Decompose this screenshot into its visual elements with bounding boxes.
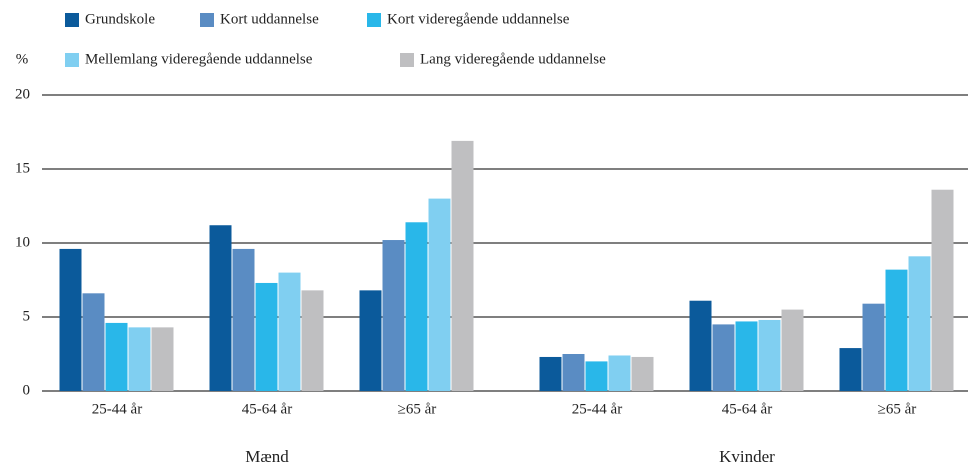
bar: [59, 248, 82, 391]
bar: [128, 327, 151, 391]
legend-swatch: [400, 53, 414, 67]
bar: [209, 225, 232, 391]
bar: [562, 354, 585, 391]
bar: [105, 322, 128, 391]
legend-swatch: [65, 53, 79, 67]
y-tick-label: 10: [15, 234, 30, 250]
group-label: Kvinder: [719, 447, 775, 466]
bar: [301, 290, 324, 391]
bar: [405, 222, 428, 391]
legend-label: Kort videregående uddannelse: [387, 11, 570, 27]
bar: [689, 300, 712, 391]
bar: [585, 361, 608, 391]
y-axis-label: %: [16, 51, 29, 67]
bar: [451, 140, 474, 391]
bar: [758, 319, 781, 391]
bar: [781, 309, 804, 391]
legend-label: Kort uddannelse: [220, 11, 319, 27]
x-tick-label: 45-64 år: [722, 401, 772, 417]
x-tick-label: 45-64 år: [242, 401, 292, 417]
bar: [839, 348, 862, 391]
bar: [735, 321, 758, 391]
bar: [255, 282, 278, 391]
bar: [82, 293, 105, 391]
bar: [359, 290, 382, 391]
legend-swatch: [367, 13, 381, 27]
y-tick-label: 5: [23, 308, 31, 324]
bar: [931, 189, 954, 391]
bar: [885, 269, 908, 391]
x-tick-label: ≥65 år: [878, 401, 917, 417]
bar: [232, 248, 255, 391]
bar: [278, 272, 301, 391]
y-tick-label: 20: [15, 86, 30, 102]
legend-swatch: [65, 13, 79, 27]
legend-label: Mellemlang videregående uddannelse: [85, 51, 313, 67]
x-tick-label: 25-44 år: [92, 401, 142, 417]
bar: [631, 356, 654, 391]
bar: [428, 198, 451, 391]
legend-label: Grundskole: [85, 11, 155, 27]
bar: [712, 324, 735, 391]
bar: [382, 240, 405, 391]
bar: [151, 327, 174, 391]
bar: [862, 303, 885, 391]
y-tick-label: 0: [23, 382, 31, 398]
y-tick-label: 15: [15, 160, 30, 176]
legend-label: Lang videregående uddannelse: [420, 51, 606, 67]
group-label: Mænd: [245, 447, 289, 466]
bar: [608, 355, 631, 391]
bar: [539, 356, 562, 391]
legend-swatch: [200, 13, 214, 27]
x-tick-label: 25-44 år: [572, 401, 622, 417]
bar: [908, 256, 931, 391]
x-tick-label: ≥65 år: [398, 401, 437, 417]
